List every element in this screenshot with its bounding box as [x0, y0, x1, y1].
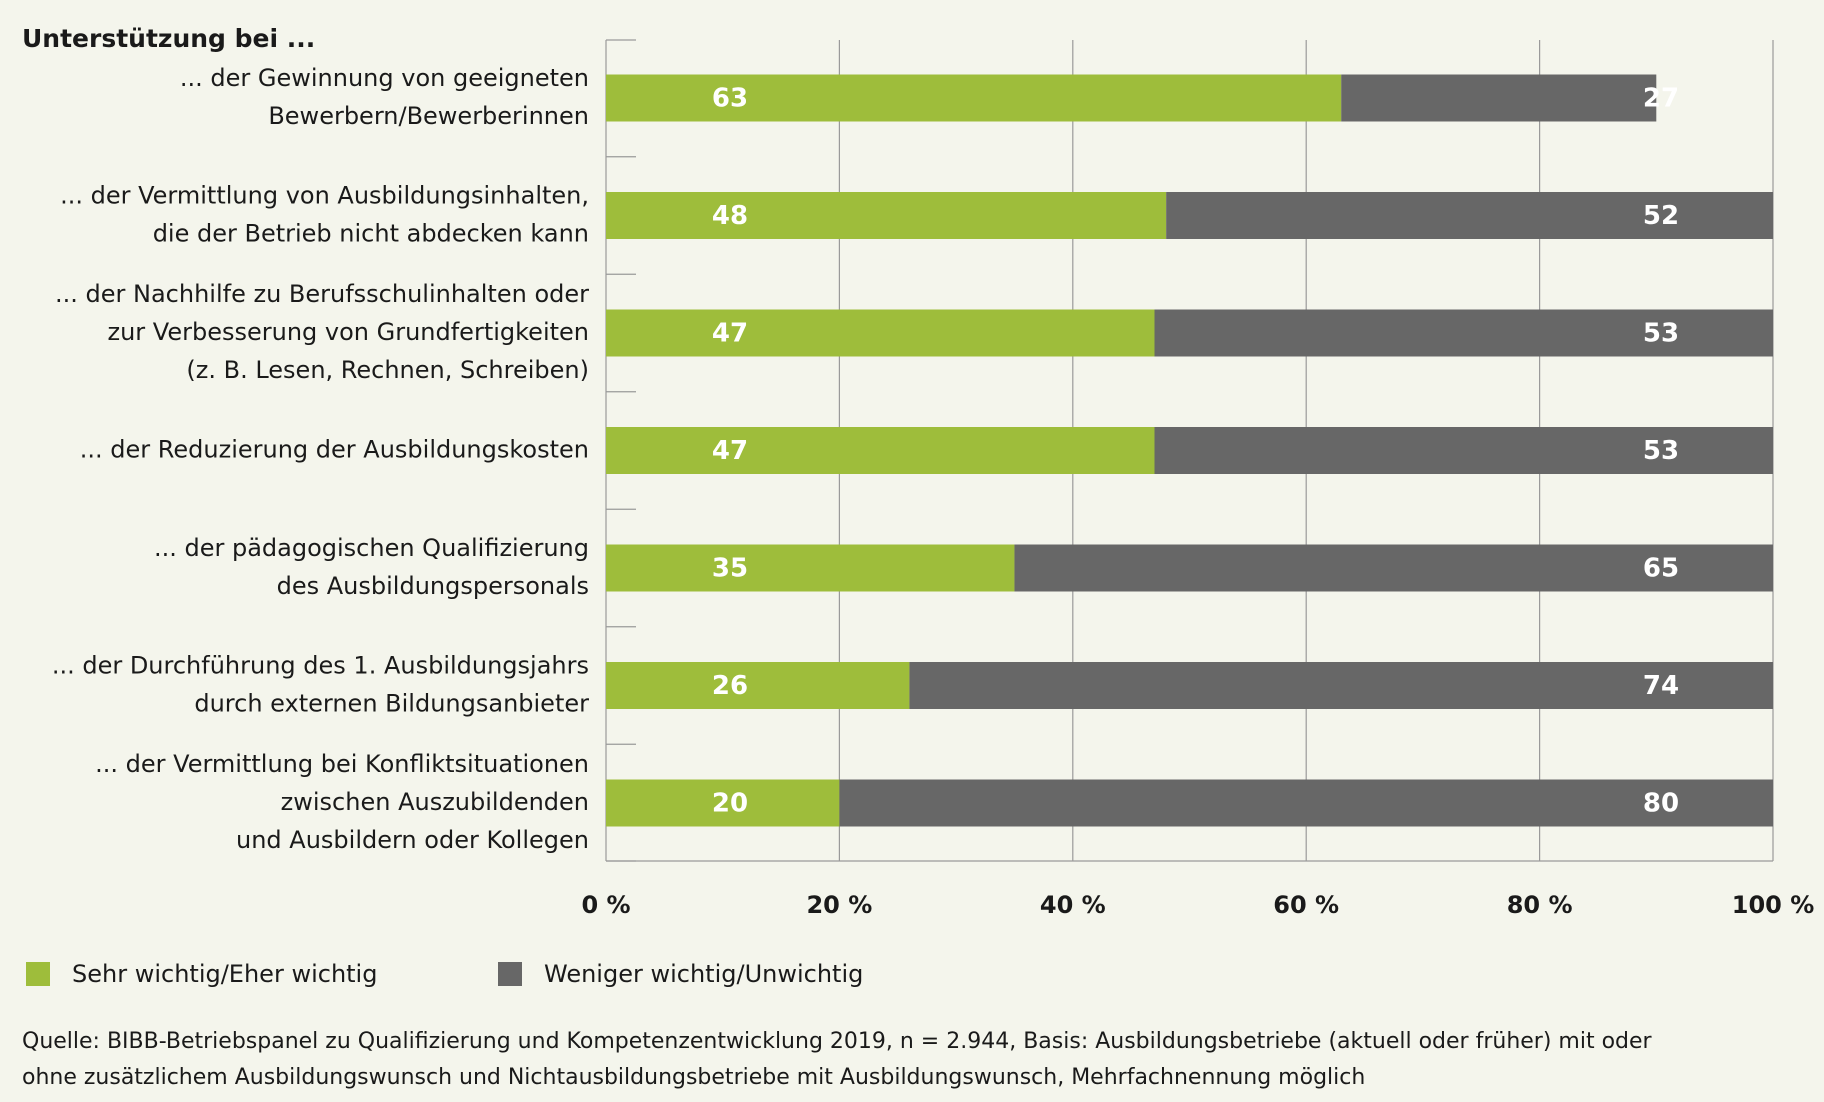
- bar-segment: [1014, 544, 1773, 592]
- value-label: 26: [712, 671, 748, 701]
- bar-segment: [606, 662, 910, 709]
- category-label: ... der Reduzierung der Ausbildungskoste…: [80, 436, 589, 464]
- x-tick-label: 40 %: [1040, 891, 1106, 919]
- bar-segment: [1154, 309, 1773, 357]
- legend-label: Weniger wichtig/Unwichtig: [544, 960, 863, 988]
- category-label: ... der Nachhilfe zu Berufsschulinhalten…: [55, 280, 589, 384]
- value-label: 63: [712, 84, 748, 114]
- value-label: 53: [1643, 436, 1679, 466]
- value-label: 53: [1643, 319, 1679, 349]
- value-label: 20: [712, 789, 748, 819]
- value-label: 27: [1643, 84, 1679, 114]
- value-label: 47: [712, 436, 748, 466]
- source-note: Quelle: BIBB-Betriebspanel zu Qualifizie…: [22, 1029, 1653, 1090]
- bar-segment: [606, 544, 1015, 592]
- bar-segment: [1166, 192, 1773, 239]
- bar-segment: [606, 427, 1155, 474]
- bar-segment: [839, 779, 1773, 827]
- x-tick-label: 100 %: [1732, 891, 1815, 919]
- x-tick-label: 0 %: [581, 891, 630, 919]
- bar-segment: [606, 74, 1342, 122]
- category-label: ... der Vermittlung von Ausbildungsinhal…: [60, 182, 589, 248]
- value-label: 35: [712, 554, 748, 584]
- chart-title: Unterstützung bei ...: [22, 24, 315, 53]
- legend-swatch: [498, 962, 522, 986]
- bar-segment: [1341, 74, 1657, 122]
- bar-segment: [606, 779, 840, 827]
- bar-segment: [909, 662, 1773, 709]
- category-label: ... der Vermittlung bei Konfliktsituatio…: [95, 750, 589, 854]
- value-label: 52: [1643, 201, 1679, 231]
- x-tick-label: 20 %: [806, 891, 872, 919]
- value-label: 74: [1643, 671, 1679, 701]
- x-tick-label: 80 %: [1507, 891, 1573, 919]
- category-label: ... der Gewinnung von geeigneten Bewerber…: [180, 64, 589, 130]
- legend-swatch: [26, 962, 50, 986]
- value-label: 65: [1643, 554, 1679, 584]
- bar-segment: [606, 309, 1155, 357]
- category-label: ... der pädagogischen Qualifizierung des …: [154, 534, 589, 600]
- x-tick-label: 60 %: [1273, 891, 1339, 919]
- category-label: ... der Durchführung des 1. Ausbildungsj…: [52, 652, 589, 718]
- value-label: 47: [712, 319, 748, 349]
- value-label: 48: [712, 201, 748, 231]
- legend-label: Sehr wichtig/Eher wichtig: [72, 960, 377, 988]
- value-label: 80: [1643, 789, 1679, 819]
- bar-segment: [606, 192, 1167, 239]
- bar-segment: [1154, 427, 1773, 474]
